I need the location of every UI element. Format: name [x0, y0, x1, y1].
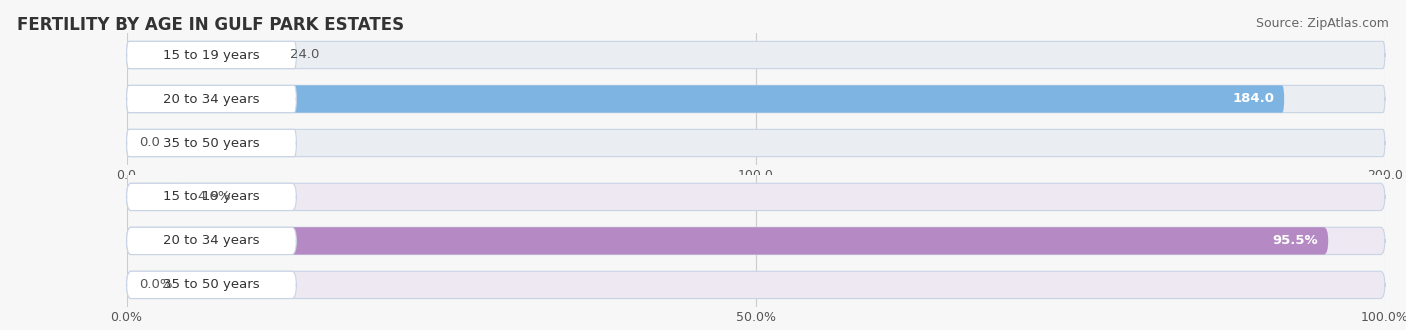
FancyBboxPatch shape — [127, 227, 1385, 254]
FancyBboxPatch shape — [127, 41, 277, 69]
FancyBboxPatch shape — [127, 85, 1385, 113]
Text: 20 to 34 years: 20 to 34 years — [163, 234, 260, 248]
FancyBboxPatch shape — [127, 41, 1385, 69]
FancyBboxPatch shape — [127, 271, 1385, 299]
Text: 24.0: 24.0 — [290, 49, 319, 61]
Text: 4.6%: 4.6% — [197, 190, 231, 203]
FancyBboxPatch shape — [127, 129, 1385, 157]
FancyBboxPatch shape — [127, 183, 184, 211]
Text: 15 to 19 years: 15 to 19 years — [163, 190, 260, 203]
Text: 20 to 34 years: 20 to 34 years — [163, 92, 260, 106]
Text: 0.0: 0.0 — [139, 137, 160, 149]
FancyBboxPatch shape — [127, 183, 1385, 211]
FancyBboxPatch shape — [127, 227, 297, 254]
FancyBboxPatch shape — [127, 85, 1284, 113]
FancyBboxPatch shape — [127, 85, 297, 113]
FancyBboxPatch shape — [127, 271, 297, 299]
Text: 35 to 50 years: 35 to 50 years — [163, 279, 260, 291]
Text: Source: ZipAtlas.com: Source: ZipAtlas.com — [1256, 16, 1389, 29]
Text: 95.5%: 95.5% — [1272, 234, 1319, 248]
Text: 184.0: 184.0 — [1232, 92, 1274, 106]
FancyBboxPatch shape — [127, 227, 1329, 254]
Text: 15 to 19 years: 15 to 19 years — [163, 49, 260, 61]
FancyBboxPatch shape — [127, 183, 297, 211]
FancyBboxPatch shape — [127, 41, 297, 69]
FancyBboxPatch shape — [127, 129, 297, 157]
Text: 0.0%: 0.0% — [139, 279, 173, 291]
Text: 35 to 50 years: 35 to 50 years — [163, 137, 260, 149]
Text: FERTILITY BY AGE IN GULF PARK ESTATES: FERTILITY BY AGE IN GULF PARK ESTATES — [17, 16, 404, 35]
